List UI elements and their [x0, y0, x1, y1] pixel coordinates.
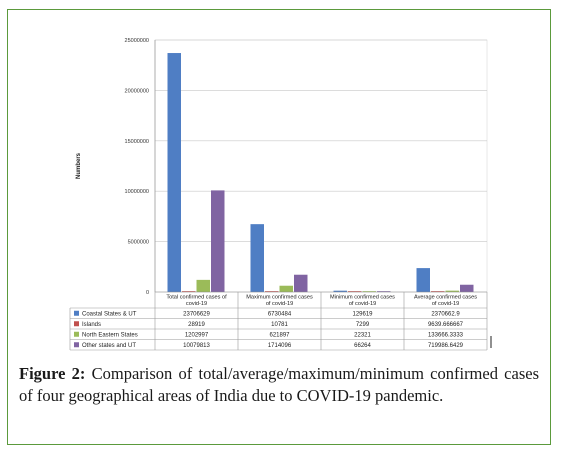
figure-frame: [7, 9, 551, 445]
data-table-value: 719986.6429: [428, 343, 464, 349]
plot-area-background: [154, 39, 488, 293]
data-table-value: 10079813: [183, 343, 210, 349]
y-tick-label: 10000000: [125, 189, 149, 195]
bar: [294, 274, 308, 292]
bar: [196, 279, 210, 292]
legend-swatch: [74, 321, 79, 327]
bar: [445, 290, 459, 292]
legend-label: Islands: [82, 322, 101, 328]
data-table-value: 621897: [269, 332, 290, 338]
caption-label: Figure 2:: [19, 364, 86, 383]
data-table-value: 129619: [352, 311, 373, 317]
y-axis-ticks: 0 5000000 10000000 15000000 20000000 25000000: [125, 38, 149, 296]
figure-caption: Figure 2: Comparison of total/average/ma…: [19, 363, 539, 407]
data-table-value: 2370662.9: [431, 311, 460, 317]
legend-swatch: [74, 310, 79, 316]
data-table-value: 22321: [354, 332, 371, 338]
bar: [416, 268, 430, 292]
y-tick-label: 20000000: [125, 88, 149, 94]
bar: [211, 190, 225, 292]
data-table-value: 6730484: [268, 311, 292, 317]
category-label: Minimum confirmed cases of covid-19: [330, 295, 395, 307]
legend-label: Coastal States & UT: [82, 311, 137, 317]
gridlines: [155, 39, 487, 242]
bar: [182, 291, 196, 292]
y-tick-label: 25000000: [125, 38, 149, 44]
bar: [167, 53, 181, 293]
bars: [167, 53, 474, 293]
data-table-value: 28919: [188, 322, 205, 328]
data-table-value: 10781: [271, 322, 288, 328]
data-table-value: 133666.3333: [428, 332, 464, 338]
caption-text: Comparison of total/average/maximum/mini…: [19, 364, 540, 405]
y-axis-label: Numbers: [76, 152, 82, 179]
data-table-value: 66264: [354, 343, 371, 349]
y-tick-label: 15000000: [125, 139, 149, 145]
legend-swatch: [74, 331, 79, 337]
bar: [377, 291, 391, 292]
data-table-value: 7299: [356, 322, 370, 328]
bar: [362, 291, 376, 292]
category-label: Average confirmed cases of covid-19: [414, 295, 477, 307]
data-table-value: 1202997: [185, 332, 209, 338]
y-tick-label: 5000000: [128, 240, 149, 246]
bar: [348, 291, 362, 292]
category-label: Total confirmed cases of covid-19: [166, 295, 227, 307]
bar: [460, 284, 474, 292]
bar: [250, 224, 264, 292]
y-tick-label: 0: [146, 290, 149, 296]
bar: [333, 290, 347, 292]
category-label: Maximum confirmed cases of covid-19: [246, 295, 313, 307]
bar: [265, 291, 279, 292]
bar: [279, 285, 293, 292]
bar: [431, 291, 445, 292]
legend-swatch: [74, 342, 79, 348]
chart: 0 5000000 10000000 15000000 20000000 25000000…: [69, 38, 492, 351]
data-table: Total confirmed cases of covid-19 Maximum …: [69, 292, 488, 351]
legend-label: North Eastern States: [82, 332, 138, 338]
data-table-value: 23706629: [183, 311, 210, 317]
data-table-value: 9639.666667: [428, 322, 464, 328]
data-table-value: 1714096: [268, 343, 292, 349]
legend-label: Other states and UT: [82, 343, 136, 349]
